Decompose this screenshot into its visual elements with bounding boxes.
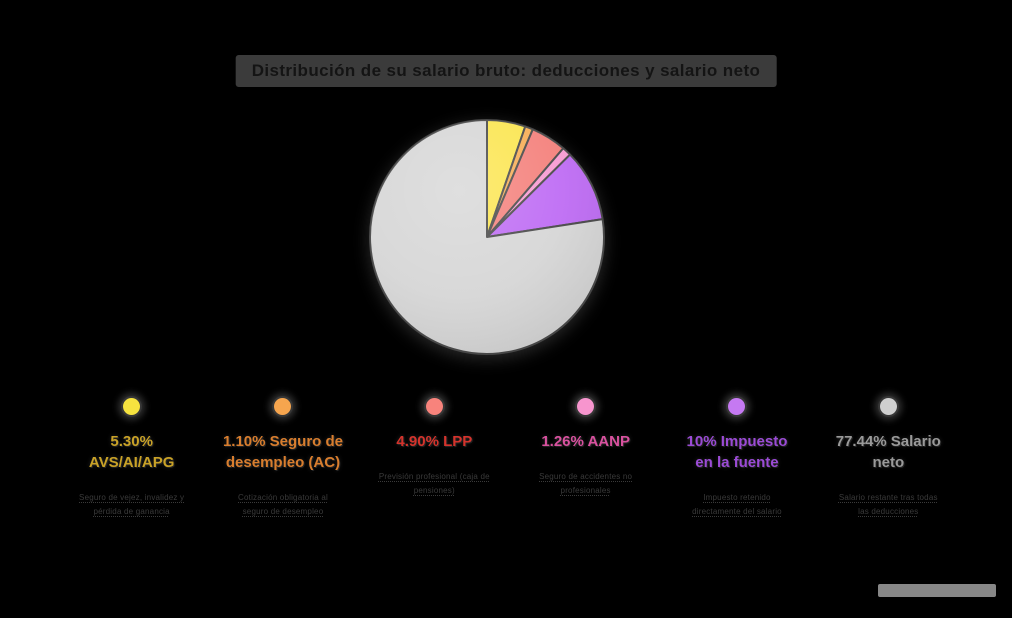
legend-label-ac: 1.10% Seguro de desempleo (AC): [222, 433, 343, 471]
legend-item-neto: 77.44% Salario neto Salario restante tra…: [813, 398, 964, 520]
legend-caption-ac: Cotización obligatoria al seguro de dese…: [238, 493, 328, 517]
legend-label-aanp: 1.26% AANP: [541, 433, 630, 450]
watermark: [878, 584, 996, 597]
pie-svg: [369, 119, 606, 355]
legend-caption-avs: Seguro de vejez, invalidez y pérdida de …: [79, 493, 185, 517]
legend-label-neto: 77.44% Salario neto: [835, 433, 941, 471]
legend-dot-ac-icon: [274, 398, 292, 415]
legend-dot-impuesto-icon: [728, 398, 746, 415]
legend-caption-neto: Salario restante tras todas las deduccio…: [838, 493, 938, 517]
legend-label-avs: 5.30% AVS/AI/APG: [88, 433, 175, 471]
legend-caption-impuesto: Impuesto retenido directamente del salar…: [692, 493, 782, 517]
legend-dot-lpp-icon: [425, 398, 443, 415]
legend-item-ac: 1.10% Seguro de desempleo (AC) Cotizació…: [207, 398, 358, 520]
legend-caption-lpp: Previsión profesional (caja de pensiones…: [378, 472, 490, 496]
legend-label-impuesto: 10% Impuesto en la fuente: [686, 433, 788, 471]
legend-dot-avs-icon: [123, 398, 141, 415]
legend-item-lpp: 4.90% LPP Previsión profesional (caja de…: [359, 398, 510, 520]
legend: 5.30% AVS/AI/APG Seguro de vejez, invali…: [0, 398, 1012, 520]
legend-label-lpp: 4.90% LPP: [396, 433, 473, 450]
chart-title: Distribución de su salario bruto: deducc…: [235, 55, 777, 87]
legend-item-aanp: 1.26% AANP Seguro de accidentes no profe…: [510, 398, 661, 520]
legend-item-avs: 5.30% AVS/AI/APG Seguro de vejez, invali…: [56, 398, 207, 520]
pie-chart: [365, 115, 609, 359]
legend-item-impuesto: 10% Impuesto en la fuente Impuesto reten…: [661, 398, 812, 520]
legend-caption-aanp: Seguro de accidentes no profesionales: [539, 472, 633, 496]
legend-dot-neto-icon: [879, 398, 897, 415]
legend-dot-aanp-icon: [577, 398, 595, 415]
